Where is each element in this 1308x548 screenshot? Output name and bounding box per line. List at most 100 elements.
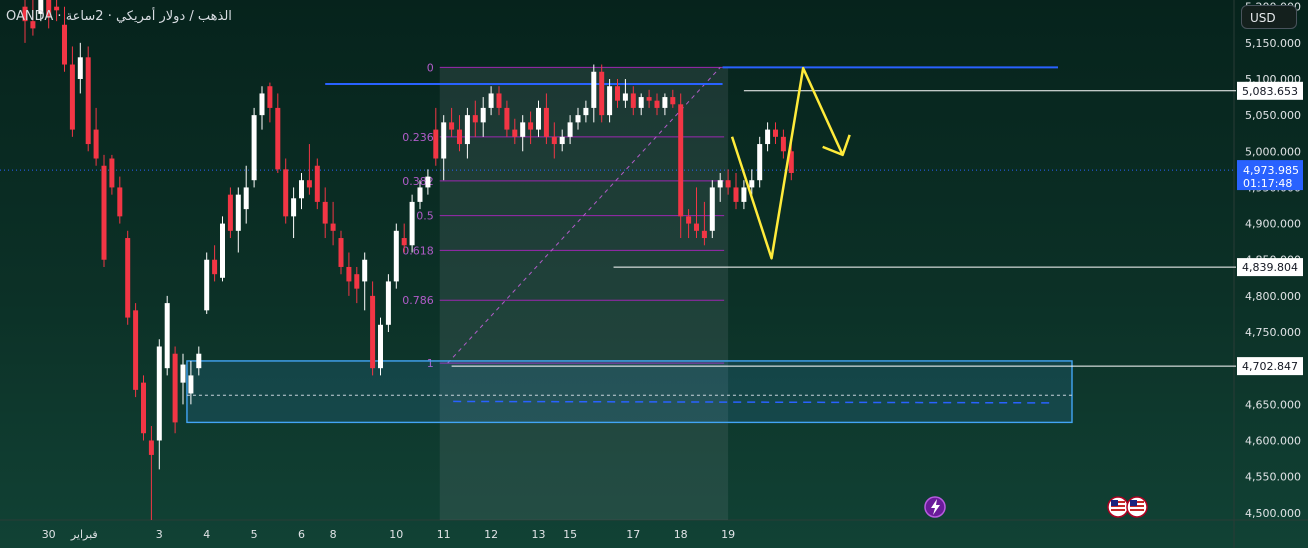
candle[interactable] — [322, 187, 328, 239]
candle[interactable] — [788, 140, 794, 181]
candle[interactable] — [480, 97, 486, 137]
candle[interactable] — [393, 223, 399, 289]
candle[interactable] — [488, 86, 494, 116]
candle[interactable] — [741, 180, 747, 210]
candle[interactable] — [93, 107, 99, 166]
us-flag-icon[interactable] — [1126, 496, 1148, 518]
candle[interactable] — [567, 115, 573, 145]
candle[interactable] — [701, 201, 707, 246]
candle[interactable] — [109, 154, 115, 195]
candle[interactable] — [299, 172, 304, 210]
candle[interactable] — [62, 6, 67, 72]
candle[interactable] — [536, 100, 541, 137]
candle[interactable] — [678, 93, 684, 239]
candle[interactable] — [204, 252, 210, 314]
candle[interactable] — [314, 158, 320, 210]
candle[interactable] — [117, 176, 123, 224]
candle[interactable] — [528, 111, 534, 145]
candle[interactable] — [583, 100, 589, 123]
candle[interactable] — [630, 86, 636, 116]
candle[interactable] — [401, 223, 407, 253]
candle[interactable] — [172, 346, 178, 434]
candle[interactable] — [709, 180, 715, 239]
candle[interactable] — [512, 118, 518, 145]
candle[interactable] — [654, 93, 660, 116]
candle[interactable] — [46, 0, 52, 29]
candle[interactable] — [235, 187, 241, 253]
candle[interactable] — [283, 158, 289, 224]
candle[interactable] — [433, 107, 439, 166]
candle[interactable] — [417, 180, 423, 210]
candle[interactable] — [220, 216, 225, 282]
projection-path[interactable] — [730, 66, 844, 260]
candle[interactable] — [551, 122, 557, 159]
lightning-event-icon[interactable] — [924, 496, 946, 518]
candle[interactable] — [457, 115, 462, 152]
candle[interactable] — [765, 122, 771, 152]
zone-dashed-blue-line[interactable] — [453, 400, 1055, 404]
candle[interactable] — [362, 252, 368, 311]
currency-button[interactable]: USD — [1241, 5, 1297, 29]
candle[interactable] — [662, 93, 668, 116]
candle[interactable] — [227, 187, 233, 239]
candle[interactable] — [646, 89, 652, 108]
candle[interactable] — [164, 295, 170, 376]
candle[interactable] — [267, 82, 273, 123]
candle[interactable] — [141, 375, 146, 441]
candle[interactable] — [694, 187, 699, 239]
candle[interactable] — [425, 169, 431, 195]
candle[interactable] — [54, 0, 60, 22]
candle[interactable] — [725, 169, 731, 195]
fib-trend-line[interactable] — [447, 67, 721, 364]
candle[interactable] — [670, 89, 676, 108]
candle[interactable] — [575, 107, 581, 130]
candle[interactable] — [133, 303, 139, 398]
candle[interactable] — [370, 281, 376, 376]
candle[interactable] — [354, 266, 360, 304]
candle[interactable] — [615, 78, 620, 108]
candle[interactable] — [385, 274, 391, 333]
candle[interactable] — [30, 0, 36, 36]
candle[interactable] — [686, 209, 692, 239]
candle[interactable] — [638, 93, 644, 116]
candle[interactable] — [330, 201, 336, 246]
candle[interactable] — [69, 46, 75, 137]
candle[interactable] — [275, 93, 281, 173]
candle[interactable] — [180, 353, 186, 405]
candle[interactable] — [85, 46, 91, 152]
candle[interactable] — [717, 172, 723, 202]
candle[interactable] — [559, 129, 565, 152]
candle[interactable] — [338, 230, 344, 275]
candle[interactable] — [733, 172, 739, 210]
candle[interactable] — [599, 64, 605, 123]
demand-zone-box[interactable] — [186, 360, 1073, 424]
candle[interactable] — [346, 252, 352, 296]
us-flag-icon[interactable] — [1107, 496, 1129, 518]
candle[interactable] — [212, 245, 218, 282]
candle[interactable] — [38, 0, 44, 22]
candle[interactable] — [464, 107, 470, 159]
candle[interactable] — [125, 230, 131, 325]
candle[interactable] — [291, 187, 297, 239]
candle[interactable] — [22, 0, 28, 43]
candle[interactable] — [449, 107, 455, 137]
candle[interactable] — [243, 165, 249, 224]
candle[interactable] — [496, 86, 502, 116]
candle[interactable] — [757, 136, 763, 188]
candle[interactable] — [196, 346, 202, 376]
candle[interactable] — [773, 122, 778, 145]
candle[interactable] — [409, 194, 415, 253]
candle[interactable] — [591, 64, 597, 123]
candle[interactable] — [188, 360, 194, 405]
candle[interactable] — [148, 426, 154, 520]
candle[interactable] — [441, 115, 447, 181]
candle[interactable] — [520, 115, 526, 152]
candle[interactable] — [622, 78, 628, 108]
candle[interactable] — [749, 169, 755, 195]
candle[interactable] — [156, 339, 162, 470]
candle[interactable] — [504, 100, 510, 137]
candle[interactable] — [101, 154, 107, 267]
candle[interactable] — [780, 129, 786, 159]
